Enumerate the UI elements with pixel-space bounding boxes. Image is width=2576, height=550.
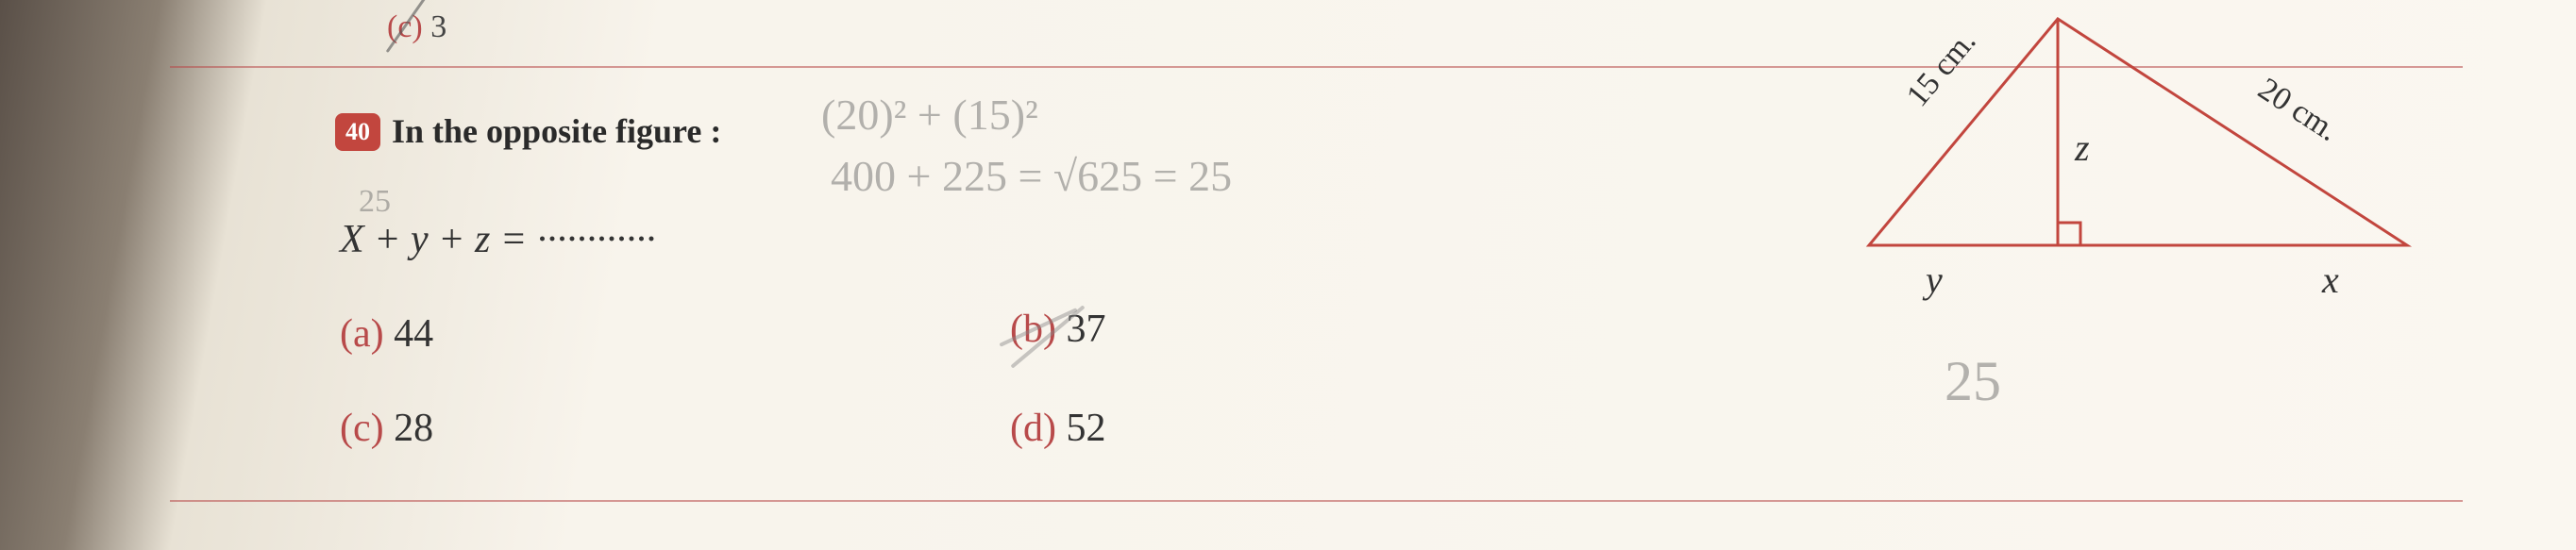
question-equation: X + y + z = ············	[340, 217, 656, 262]
option-value: 52	[1067, 407, 1106, 450]
left-side-dim: 15 cm.	[1900, 24, 1983, 113]
paren-open: (	[1010, 308, 1023, 351]
paren-close: )	[371, 407, 384, 450]
option-letter: a	[353, 312, 371, 356]
question-number: 40	[345, 118, 370, 146]
paren-close: )	[1043, 407, 1056, 450]
handwriting-line-2: 400 + 225 = √625 = 25	[831, 151, 1232, 201]
handwriting-bottom-25: 25	[1945, 349, 2001, 414]
question-prompt: In the opposite figure :	[392, 111, 721, 151]
option-c: (c) 28	[340, 406, 433, 451]
option-value: 44	[394, 312, 433, 356]
option-letter: d	[1023, 407, 1043, 450]
base-left-label: y	[1922, 258, 1943, 301]
page-content: (c) 3 40 In the opposite figure : X + y …	[0, 0, 2576, 550]
option-value: 28	[394, 407, 433, 450]
handwriting-over-x: 25	[359, 184, 391, 220]
base-right-label: x	[2321, 258, 2339, 301]
option-d: (d) 52	[1010, 406, 1106, 451]
option-a: (a) 44	[340, 311, 433, 357]
paren-close: )	[371, 312, 384, 356]
option-letter: c	[353, 407, 371, 450]
question-number-badge: 40	[335, 113, 380, 151]
handwriting-line-1: (20)² + (15)²	[821, 90, 1038, 140]
paren-open: (	[1010, 407, 1023, 450]
right-side-dim: 20 cm.	[2252, 72, 2345, 148]
right-angle-marker	[2058, 223, 2080, 245]
altitude-label: z	[2074, 126, 2090, 169]
option-value: 3	[430, 9, 446, 44]
triangle-figure: 15 cm. 20 cm. z y x	[1831, 0, 2445, 330]
paren-open: (	[340, 407, 353, 450]
paren-open: (	[340, 312, 353, 356]
